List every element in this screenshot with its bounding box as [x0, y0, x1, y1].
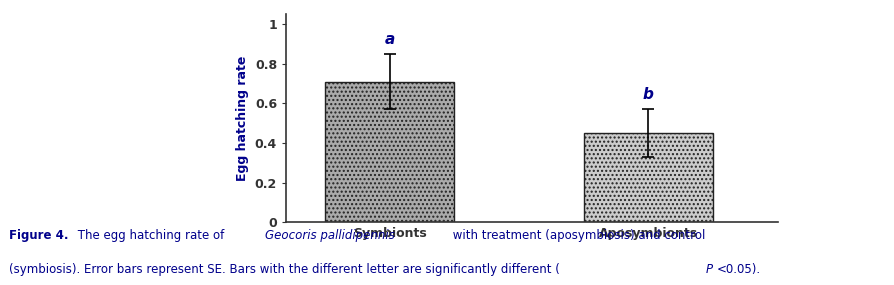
Bar [584, 133, 713, 222]
Bar [325, 82, 454, 222]
Y-axis label: Egg hatching rate: Egg hatching rate [236, 56, 249, 181]
Text: P: P [705, 263, 713, 276]
Text: b: b [643, 87, 654, 102]
Text: The egg hatching rate of: The egg hatching rate of [74, 229, 228, 242]
Text: with treatment (aposymbiosis) and control: with treatment (aposymbiosis) and contro… [449, 229, 705, 242]
Text: Geocoris pallidipennis: Geocoris pallidipennis [265, 229, 394, 242]
Text: <0.05).: <0.05). [717, 263, 761, 276]
Text: (symbiosis). Error bars represent SE. Bars with the different letter are signifi: (symbiosis). Error bars represent SE. Ba… [9, 263, 560, 276]
Text: Figure 4.: Figure 4. [9, 229, 69, 242]
Text: a: a [384, 32, 395, 47]
